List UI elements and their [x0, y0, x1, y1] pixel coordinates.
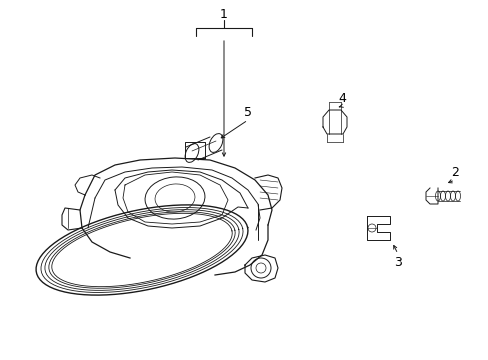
Text: 3: 3 — [393, 256, 401, 269]
Text: 1: 1 — [220, 9, 227, 22]
Text: 4: 4 — [337, 91, 345, 104]
Text: 5: 5 — [244, 105, 251, 118]
Text: 2: 2 — [450, 166, 458, 179]
